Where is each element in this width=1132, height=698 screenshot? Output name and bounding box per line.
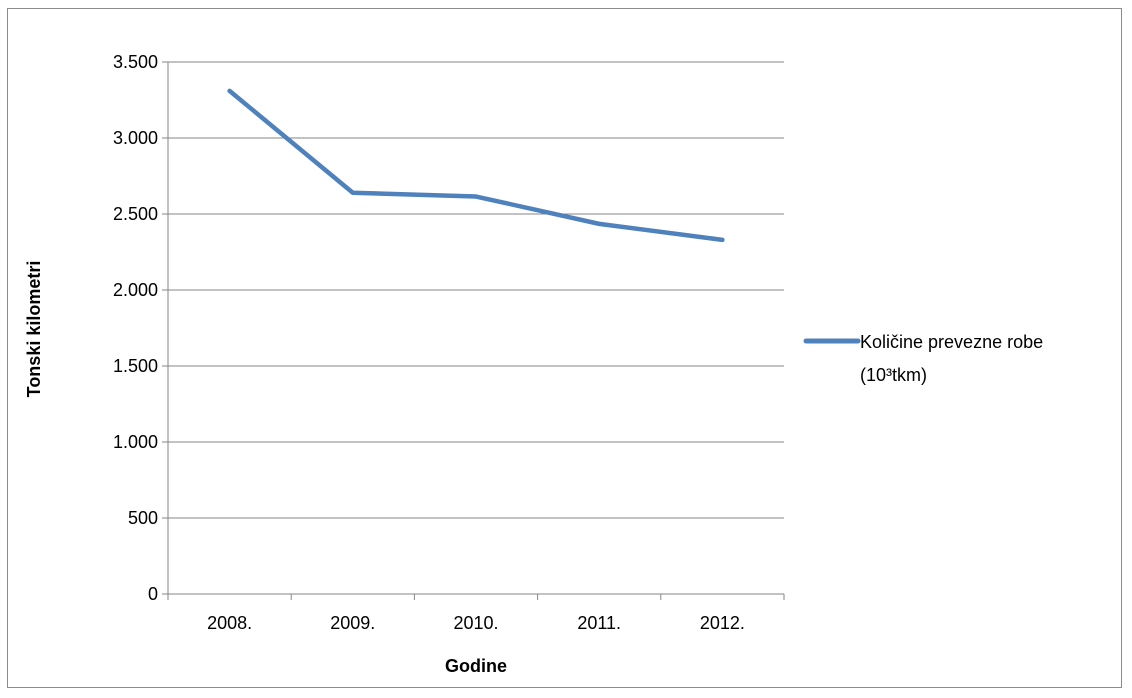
y-tick-label: 0 (148, 584, 158, 604)
y-tick-label: 1.000 (113, 432, 158, 452)
y-tick-label: 3.000 (113, 128, 158, 148)
y-axis-title: Tonski kilometri (24, 261, 44, 398)
y-tick-label: 2.500 (113, 204, 158, 224)
x-tick-label: 2011. (577, 613, 621, 633)
x-tick-label: 2009. (330, 613, 375, 633)
chart-frame (7, 8, 1122, 688)
y-tick-label: 2.000 (113, 280, 158, 300)
series-line (227, 88, 725, 243)
legend: Količine prevezne robe (10³tkm) (803, 332, 1043, 385)
y-tick-label: 1.500 (113, 356, 158, 376)
x-tick-labels: 2008. 2009. 2010. 2011. 2012. (167, 594, 785, 633)
y-tick-label: 500 (128, 508, 158, 528)
gridlines (162, 61, 784, 595)
x-tick-label: 2012. (700, 613, 745, 633)
legend-label-line-1: Količine prevezne robe (860, 332, 1043, 352)
legend-label-line-2: (10³tkm) (860, 365, 927, 385)
series-group (227, 88, 725, 243)
y-tick-label: 3.500 (113, 52, 158, 72)
x-tick-label: 2008. (207, 613, 252, 633)
y-tick-labels: 0 500 1.000 1.500 2.000 2.500 3.000 3.500 (113, 52, 158, 604)
x-tick-label: 2010. (453, 613, 498, 633)
x-axis-title: Godine (445, 656, 507, 676)
